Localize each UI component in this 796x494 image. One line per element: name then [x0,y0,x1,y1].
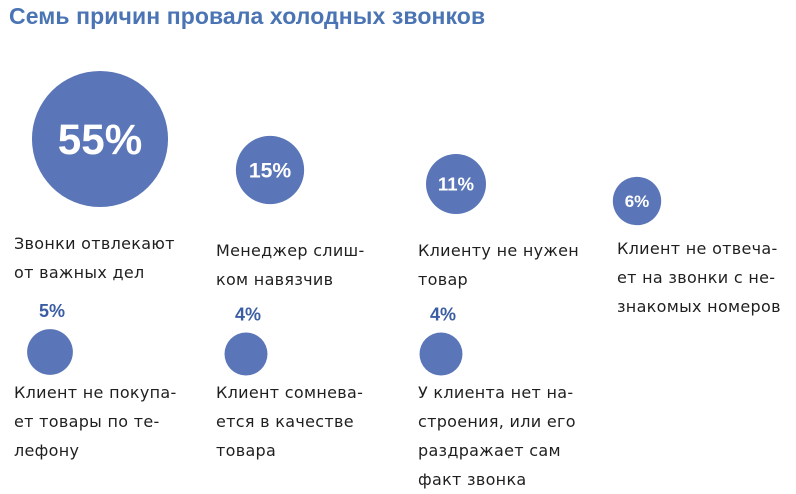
label-line: ком навязчив [216,270,334,289]
label-line: ет на звонки с не- [617,268,776,287]
label-line: У клиента нет на- [418,383,574,402]
chart-title: Семь причин провала холодных звонков [9,3,486,29]
bubble-15-percent [235,135,305,205]
label-line: раздражает сам [418,441,561,460]
label-line: лефону [14,441,80,460]
label-line: Клиент сомнева- [216,383,364,402]
label-line: ется в качестве [216,412,354,431]
label-bad-mood: У клиента нет на- строения, или его разд… [418,378,576,494]
label-line: Менеджер слиш- [216,241,365,260]
label-line: Клиент не покупа- [14,383,177,402]
bubble-11-percent [426,154,486,214]
bubble-value-label: 6% [625,192,650,211]
bubble-value-label: 4% [235,305,261,325]
label-line: Клиент не отвеча- [617,239,778,258]
label-unknown-numbers: Клиент не отвеча- ет на звонки с не- зна… [617,234,781,321]
label-line: Клиенту не нужен [418,241,580,260]
label-line: товар [418,270,468,289]
label-line: факт звонка [418,470,527,489]
bubble-value-label: 5% [39,301,65,321]
bubble-value-label: 11% [438,174,475,195]
label-not-needed: Клиенту не нужен товар [418,236,579,294]
label-no-phone-buying: Клиент не покупа- ет товары по те- лефон… [14,378,177,465]
bubble-55-percent [31,70,169,208]
label-line: товара [216,441,277,460]
bubble-4-percent [224,332,268,376]
bubble-5-percent [27,329,73,375]
label-line: ет товары по те- [14,412,160,431]
bubble-4-percent [419,332,463,376]
bubble-value-label: 15% [249,160,292,183]
label-quality-doubt: Клиент сомнева- ется в качестве товара [216,378,363,465]
label-line: строения, или его [418,412,576,431]
label-calls-distract: Звонки отвлекают от важных дел [14,229,175,287]
bubble-value-label: 55% [58,116,142,163]
label-line: от важных дел [14,263,145,282]
label-line: Звонки отвлекают [14,234,175,253]
bubble-value-label: 4% [430,305,456,325]
label-manager-pushy: Менеджер слиш- ком навязчив [216,236,365,294]
bubble-6-percent [612,176,662,226]
label-line: знакомых номеров [617,297,781,316]
